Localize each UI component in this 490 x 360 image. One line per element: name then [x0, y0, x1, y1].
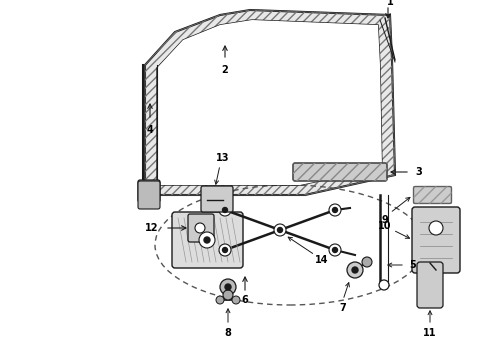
FancyBboxPatch shape [138, 180, 160, 202]
FancyBboxPatch shape [201, 186, 233, 212]
Circle shape [222, 248, 227, 252]
Circle shape [274, 224, 286, 236]
Circle shape [329, 204, 341, 216]
Circle shape [223, 290, 233, 300]
FancyBboxPatch shape [412, 207, 460, 273]
Circle shape [347, 262, 363, 278]
Text: 10: 10 [378, 221, 392, 231]
FancyBboxPatch shape [188, 214, 214, 242]
Text: 7: 7 [340, 303, 346, 313]
Circle shape [232, 296, 240, 304]
Circle shape [329, 244, 341, 256]
FancyBboxPatch shape [172, 212, 243, 268]
Circle shape [222, 207, 227, 212]
FancyBboxPatch shape [414, 186, 451, 203]
Text: 6: 6 [242, 295, 248, 305]
Text: 12: 12 [145, 223, 159, 233]
Circle shape [219, 244, 231, 256]
Text: 4: 4 [147, 125, 153, 135]
Text: 5: 5 [410, 260, 416, 270]
Polygon shape [157, 20, 382, 185]
Circle shape [333, 207, 338, 212]
FancyBboxPatch shape [417, 262, 443, 308]
Text: 2: 2 [221, 65, 228, 75]
Text: 3: 3 [415, 167, 422, 177]
Circle shape [204, 237, 210, 243]
FancyBboxPatch shape [138, 181, 160, 209]
Circle shape [379, 280, 389, 290]
Polygon shape [157, 20, 382, 185]
Text: 13: 13 [216, 153, 230, 163]
Circle shape [199, 232, 215, 248]
Text: 1: 1 [387, 0, 393, 7]
Circle shape [216, 296, 224, 304]
Text: 8: 8 [224, 328, 231, 338]
Circle shape [225, 284, 231, 290]
Circle shape [429, 221, 443, 235]
Circle shape [219, 204, 231, 216]
Text: 9: 9 [382, 215, 389, 225]
Text: 14: 14 [315, 255, 329, 265]
Circle shape [195, 223, 205, 233]
Circle shape [220, 279, 236, 295]
Text: 11: 11 [423, 328, 437, 338]
Circle shape [333, 248, 338, 252]
Circle shape [362, 257, 372, 267]
FancyBboxPatch shape [293, 163, 387, 181]
Polygon shape [145, 10, 395, 195]
Circle shape [277, 228, 283, 233]
Circle shape [352, 267, 358, 273]
